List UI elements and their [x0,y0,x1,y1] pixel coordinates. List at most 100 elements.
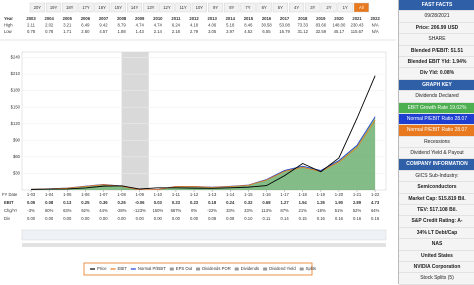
period-button[interactable] [353,2,369,13]
period-button-label[interactable]: 2Y [326,5,331,10]
sidebar: FAST FACTS 09/28/2021 Price: 206.99 USD SHA… [398,0,474,285]
period-button[interactable] [256,2,272,13]
legend-label[interactable]: Price [97,266,107,271]
year-table-cell: 2008 [117,16,127,21]
x-tick-label: 1-03 [27,192,36,197]
year-table-cell: 2014 [226,16,236,21]
period-button-label[interactable]: 7Y [245,5,250,10]
legend-label[interactable]: Normal P/EBIT [138,266,166,271]
legend-swatch [234,267,239,271]
year-table-cell: 2.02 [45,23,54,28]
bottom-table-cell: 0.32 [244,200,253,205]
period-button-label[interactable]: 1Y [343,5,348,10]
period-button[interactable] [272,2,288,13]
period-button[interactable] [29,2,45,13]
bottom-table-cell: 0.25 [81,200,90,205]
legend-label[interactable]: Dividends POR [202,266,231,271]
legend-label[interactable]: Dividend Yield [269,266,296,271]
year-table-cell: 115.67 [351,29,364,34]
period-button[interactable] [62,2,78,13]
x-tick-label: 1-14 [226,192,235,197]
year-table-cell: N/A [372,29,379,34]
bottom-table-cell: 0.08 [45,200,54,205]
period-button-label[interactable]: All [359,5,364,10]
period-button-label[interactable]: 8Y [229,5,234,10]
year-table-cell: 45.17 [334,29,345,34]
period-button-label[interactable]: 11Y [180,5,187,10]
period-button[interactable] [110,2,126,13]
sidebar-item[interactable]: Normal P/EBIT Ratio 28.07 [399,113,474,126]
year-table-cell: 230.43 [351,23,364,28]
sidebar-item[interactable]: Normal P/EBIT Ratio 28.07 [399,125,474,137]
period-button[interactable] [240,2,256,13]
sidebar-item: United States [399,251,474,262]
sidebar-item: S&P Credit Rating: A- [399,216,474,228]
bottom-table-cell: 0.00 [154,216,163,221]
bottom-table-cell: Div [4,216,11,221]
period-button-label[interactable]: 3Y [310,5,315,10]
x-tick-label: 1-18 [299,192,308,197]
x-tick-label: 1-08 [117,192,126,197]
period-button[interactable] [175,2,191,13]
year-table-cell: 8.46 [244,23,253,28]
year-table-cell: 4.52 [244,29,253,34]
period-button[interactable] [321,2,337,13]
period-button-label[interactable]: 9Y [213,5,218,10]
period-button[interactable] [94,2,110,13]
sidebar-item: Blended EBIT Yld: 1.94% [399,57,474,69]
bottom-table-cell: 0.08 [208,216,217,221]
period-button-label[interactable]: 16Y [98,5,106,10]
year-table-cell: 2011 [171,16,181,21]
sidebar-item[interactable]: Recessions [399,137,474,149]
period-button-label[interactable]: 19Y [50,5,58,10]
period-button-label[interactable]: 6Y [262,5,267,10]
period-button[interactable] [207,2,224,13]
period-button-label[interactable]: 18Y [66,5,74,10]
sidebar-item[interactable]: Dividends Declared [399,91,474,103]
year-table-cell: Year [4,16,13,21]
period-button[interactable] [224,2,240,13]
plot-bg [21,51,387,191]
bottom-table-cell: 0.00 [99,216,108,221]
sidebar-item: GICS Sub-Industry: [399,171,474,183]
period-button-label[interactable]: 12Y [163,5,171,10]
period-button-label[interactable]: 13Y [147,5,155,10]
period-button[interactable] [289,2,305,13]
sidebar-item[interactable]: EBIT Growth Rate 19.02% [399,102,474,114]
period-button[interactable] [78,2,94,13]
period-button[interactable] [337,2,353,13]
bottom-table-cell: 0.68 [262,200,271,205]
sidebar-item[interactable]: Dividend Yield & Payout [399,148,474,160]
period-button-label[interactable]: 10Y [196,5,204,10]
legend-label[interactable]: Splits [306,266,316,271]
bottom-table-cell: 44% [99,208,108,213]
year-table-cell: 2004 [45,16,55,21]
sidebar-item[interactable]: Stock Splits (5) [399,273,474,285]
x-tick-label: 1-11 [172,192,181,197]
period-button-label[interactable]: 17Y [82,5,90,10]
bottom-table-cell: 60% [45,208,54,213]
period-button-label[interactable]: 15Y [115,5,123,10]
period-button-label[interactable]: 4Y [294,5,299,10]
period-button-label[interactable]: 5Y [278,5,283,10]
period-button[interactable] [143,2,159,13]
navigator[interactable] [21,229,387,241]
period-button[interactable] [305,2,321,13]
navigator-scroll[interactable] [22,243,386,247]
legend-label[interactable]: EBIT [118,266,128,271]
period-button-label[interactable]: 20Y [34,5,42,10]
recession-band [121,52,149,190]
period-button[interactable] [191,2,207,13]
period-button[interactable] [46,2,62,13]
bottom-table-cell: Chg/Yr [4,208,18,213]
period-button[interactable] [159,2,175,13]
legend-label[interactable]: EPS Out [176,266,193,271]
bottom-table-cell: 150% [152,208,163,213]
period-button[interactable] [126,2,143,13]
bottom-table-cell: 0.26 [118,200,127,205]
legend-label[interactable]: Dividends [241,266,259,271]
period-button-label[interactable]: 14Y [131,5,139,10]
x-tick-label: 1-13 [208,192,217,197]
year-table-cell: 2021 [352,16,362,21]
year-table-cell: 4.74 [154,23,163,28]
